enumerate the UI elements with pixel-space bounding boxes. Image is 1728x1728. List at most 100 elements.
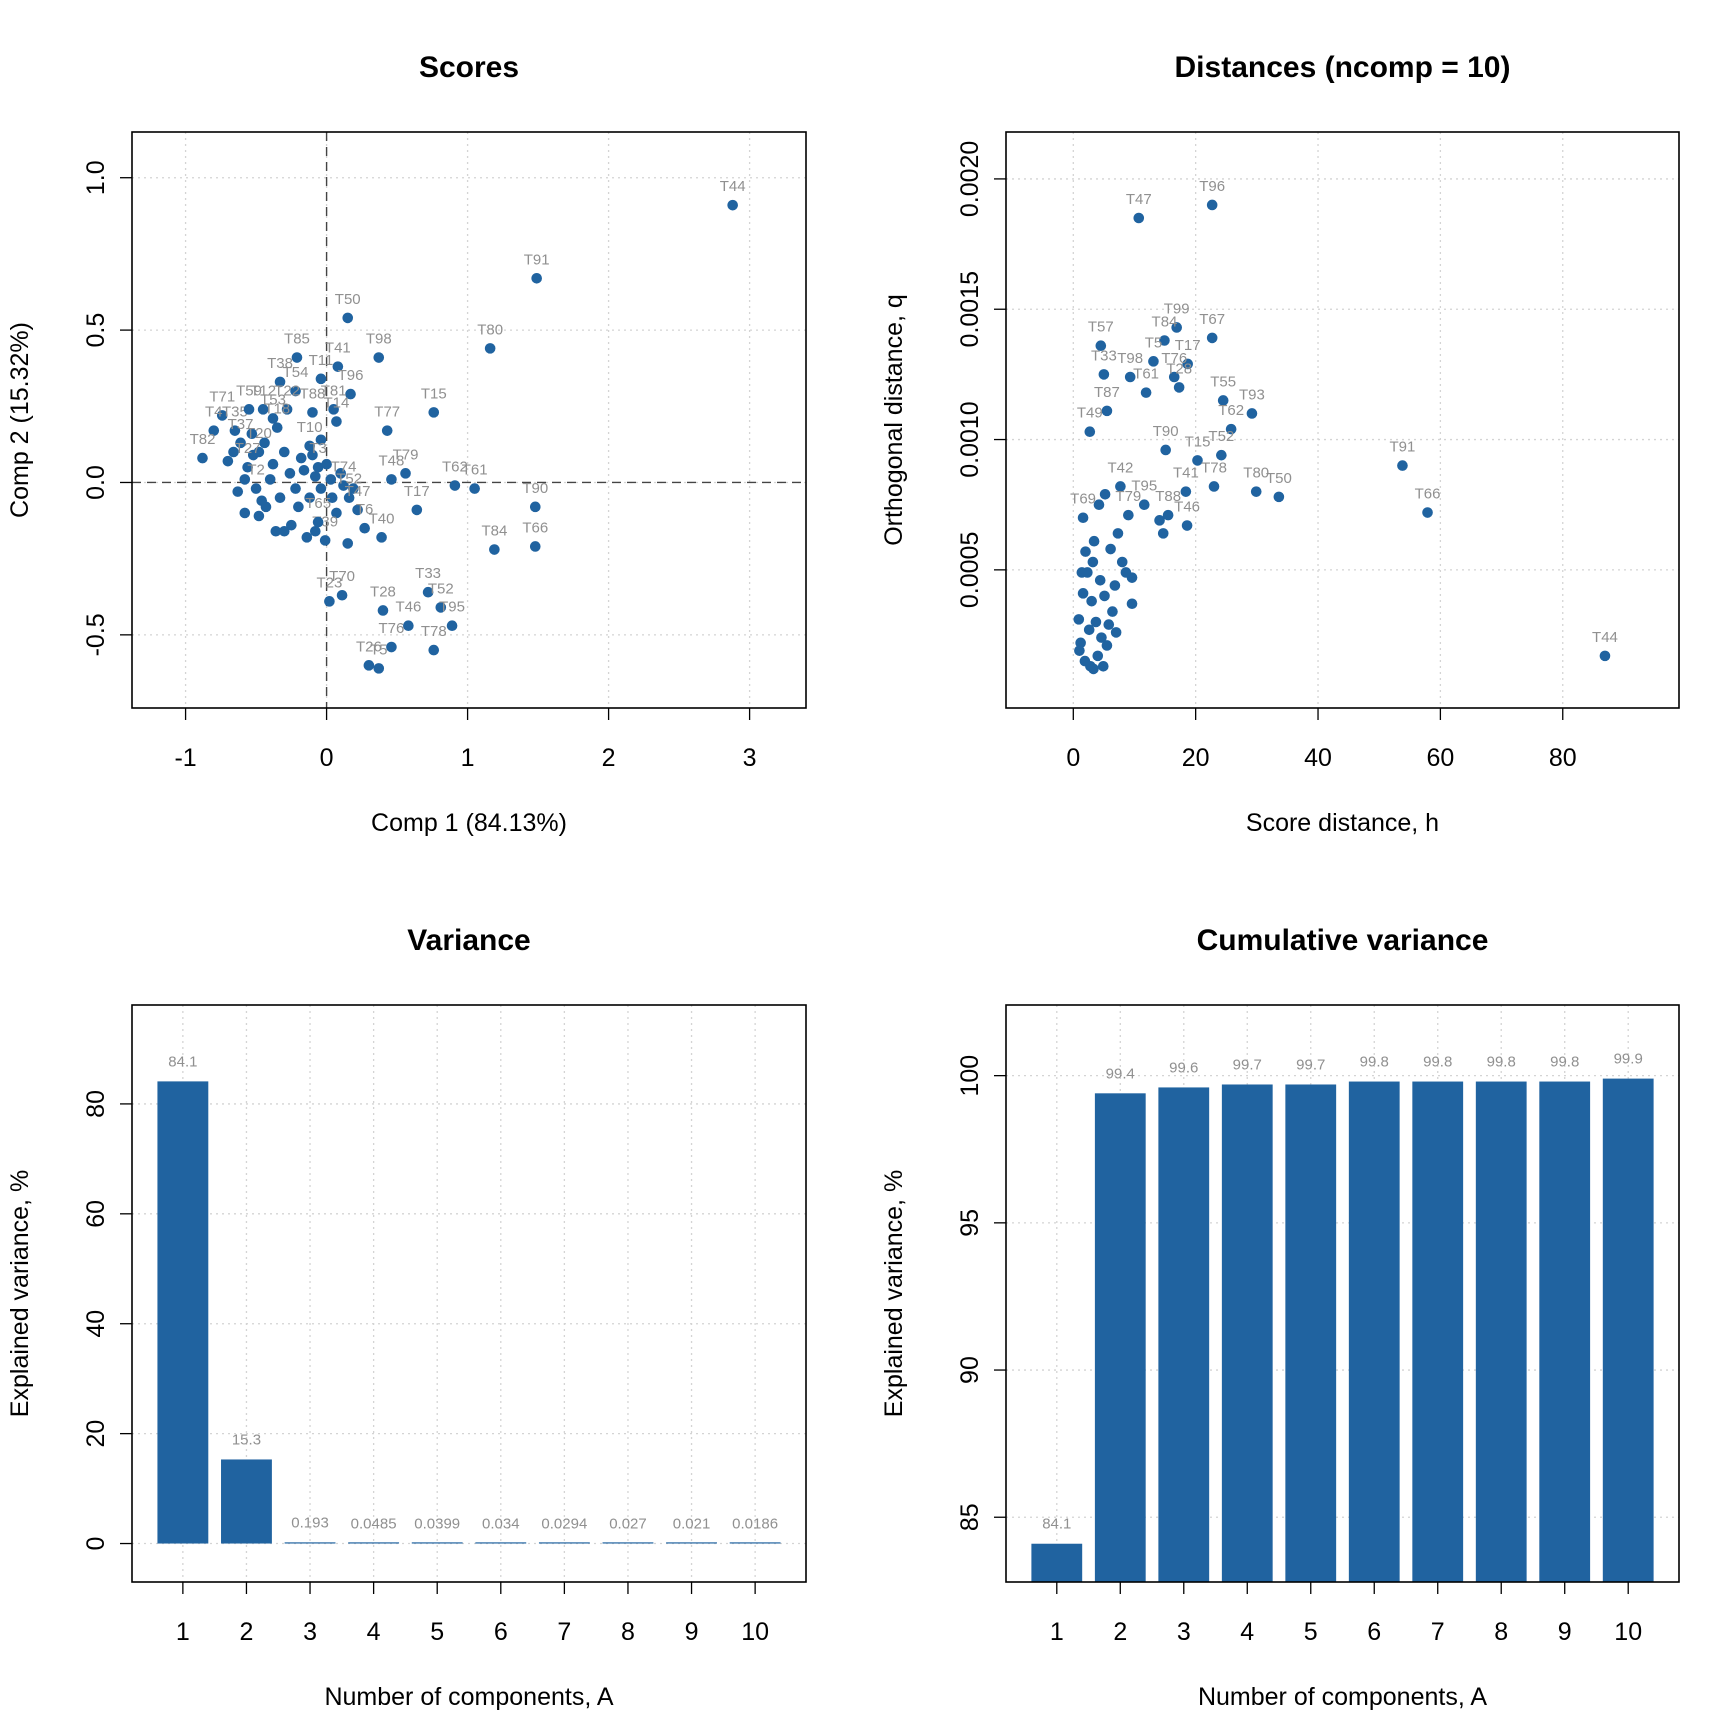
point-label: T14 (324, 395, 350, 412)
point-label: T17 (1175, 337, 1201, 354)
point (373, 352, 385, 363)
point (1180, 486, 1192, 497)
point (1422, 507, 1433, 518)
point (310, 525, 321, 537)
point-label: T79 (1115, 488, 1141, 505)
point (278, 525, 290, 537)
point (1073, 614, 1085, 625)
bar (1602, 1078, 1654, 1582)
bar (1221, 1084, 1273, 1582)
point (1112, 528, 1124, 539)
point (298, 464, 310, 476)
point-label: T57 (1088, 319, 1114, 336)
point (1599, 650, 1611, 662)
point (1171, 322, 1182, 333)
point (1083, 624, 1095, 636)
point (428, 644, 440, 656)
point (449, 480, 461, 491)
x-tick-label: -1 (174, 744, 196, 772)
x-tick-label: 6 (1367, 1618, 1381, 1646)
point-label: T85 (284, 331, 310, 348)
point (1126, 598, 1138, 610)
point (1124, 371, 1136, 383)
point (264, 474, 276, 485)
point-label: T62 (1218, 402, 1244, 419)
y-tick-label: 0.0 (82, 465, 110, 500)
x-tick-label: 2 (602, 744, 616, 772)
point (1086, 595, 1097, 607)
point (321, 458, 332, 470)
point (284, 468, 296, 479)
point (1107, 606, 1118, 617)
point-label: T46 (1174, 499, 1200, 516)
point-label: T65 (305, 495, 331, 512)
point-label: T77 (374, 404, 400, 421)
bar (411, 1542, 463, 1544)
bar-value-label: 0.0485 (351, 1515, 397, 1532)
point (274, 492, 286, 504)
point (253, 446, 265, 458)
point-label: T49 (1077, 405, 1103, 422)
point-label: T28 (370, 583, 396, 600)
point-label: T10 (297, 419, 323, 436)
point (1133, 212, 1145, 224)
chart-panel-1: T44T91T80T50T98T85T41T11T96T38T54T81T88T… (6, 51, 807, 837)
point (256, 495, 268, 507)
point (1157, 528, 1169, 539)
point (319, 535, 331, 546)
point-label: T76 (379, 620, 405, 637)
point (342, 538, 354, 549)
point (1115, 481, 1126, 492)
point (1094, 574, 1106, 586)
point (1098, 369, 1110, 380)
bar (1475, 1081, 1527, 1582)
point (301, 532, 313, 543)
point (1273, 491, 1285, 503)
bar (602, 1542, 654, 1544)
point (304, 440, 315, 452)
chart-title: Distances (ncomp = 10) (1175, 51, 1511, 84)
point (1077, 588, 1089, 599)
point (422, 586, 434, 598)
point (381, 425, 393, 436)
point (312, 461, 324, 473)
point (1140, 387, 1152, 398)
point (325, 474, 337, 485)
y-tick-label: 0.0015 (956, 271, 984, 347)
point-label: T41 (325, 340, 351, 357)
point-label: T35 (222, 404, 248, 421)
point-label: T98 (366, 331, 392, 348)
y-tick-label: 0 (82, 1537, 110, 1551)
bar (729, 1542, 781, 1544)
bar (475, 1542, 527, 1544)
y-tick-label: 80 (82, 1090, 110, 1118)
point (1088, 663, 1099, 675)
point (315, 434, 327, 446)
point (1182, 358, 1194, 370)
y-tick-label: -0.5 (82, 613, 110, 656)
point (1162, 509, 1174, 521)
point (403, 620, 414, 632)
point (1120, 567, 1132, 578)
bar (1285, 1084, 1337, 1582)
point (345, 388, 356, 400)
point-label: T52 (336, 471, 362, 488)
point-label: T48 (379, 452, 405, 469)
point (304, 492, 315, 504)
y-axis-label: Orthogonal distance, q (880, 294, 908, 546)
point-label: T42 (1107, 459, 1133, 476)
bar-value-label: 99.8 (1423, 1054, 1452, 1071)
point (363, 660, 375, 671)
y-tick-label: 0.0020 (956, 141, 984, 217)
point-label: T81 (321, 382, 347, 399)
point (1116, 556, 1128, 568)
point (352, 504, 363, 516)
point (1123, 509, 1134, 521)
bar-value-label: 99.8 (1550, 1054, 1579, 1071)
point-label: T52 (1208, 428, 1234, 445)
point (216, 410, 228, 421)
point (290, 483, 301, 494)
point-label: T26 (356, 638, 382, 655)
point-label: T67 (1199, 311, 1225, 328)
point (1154, 515, 1165, 526)
